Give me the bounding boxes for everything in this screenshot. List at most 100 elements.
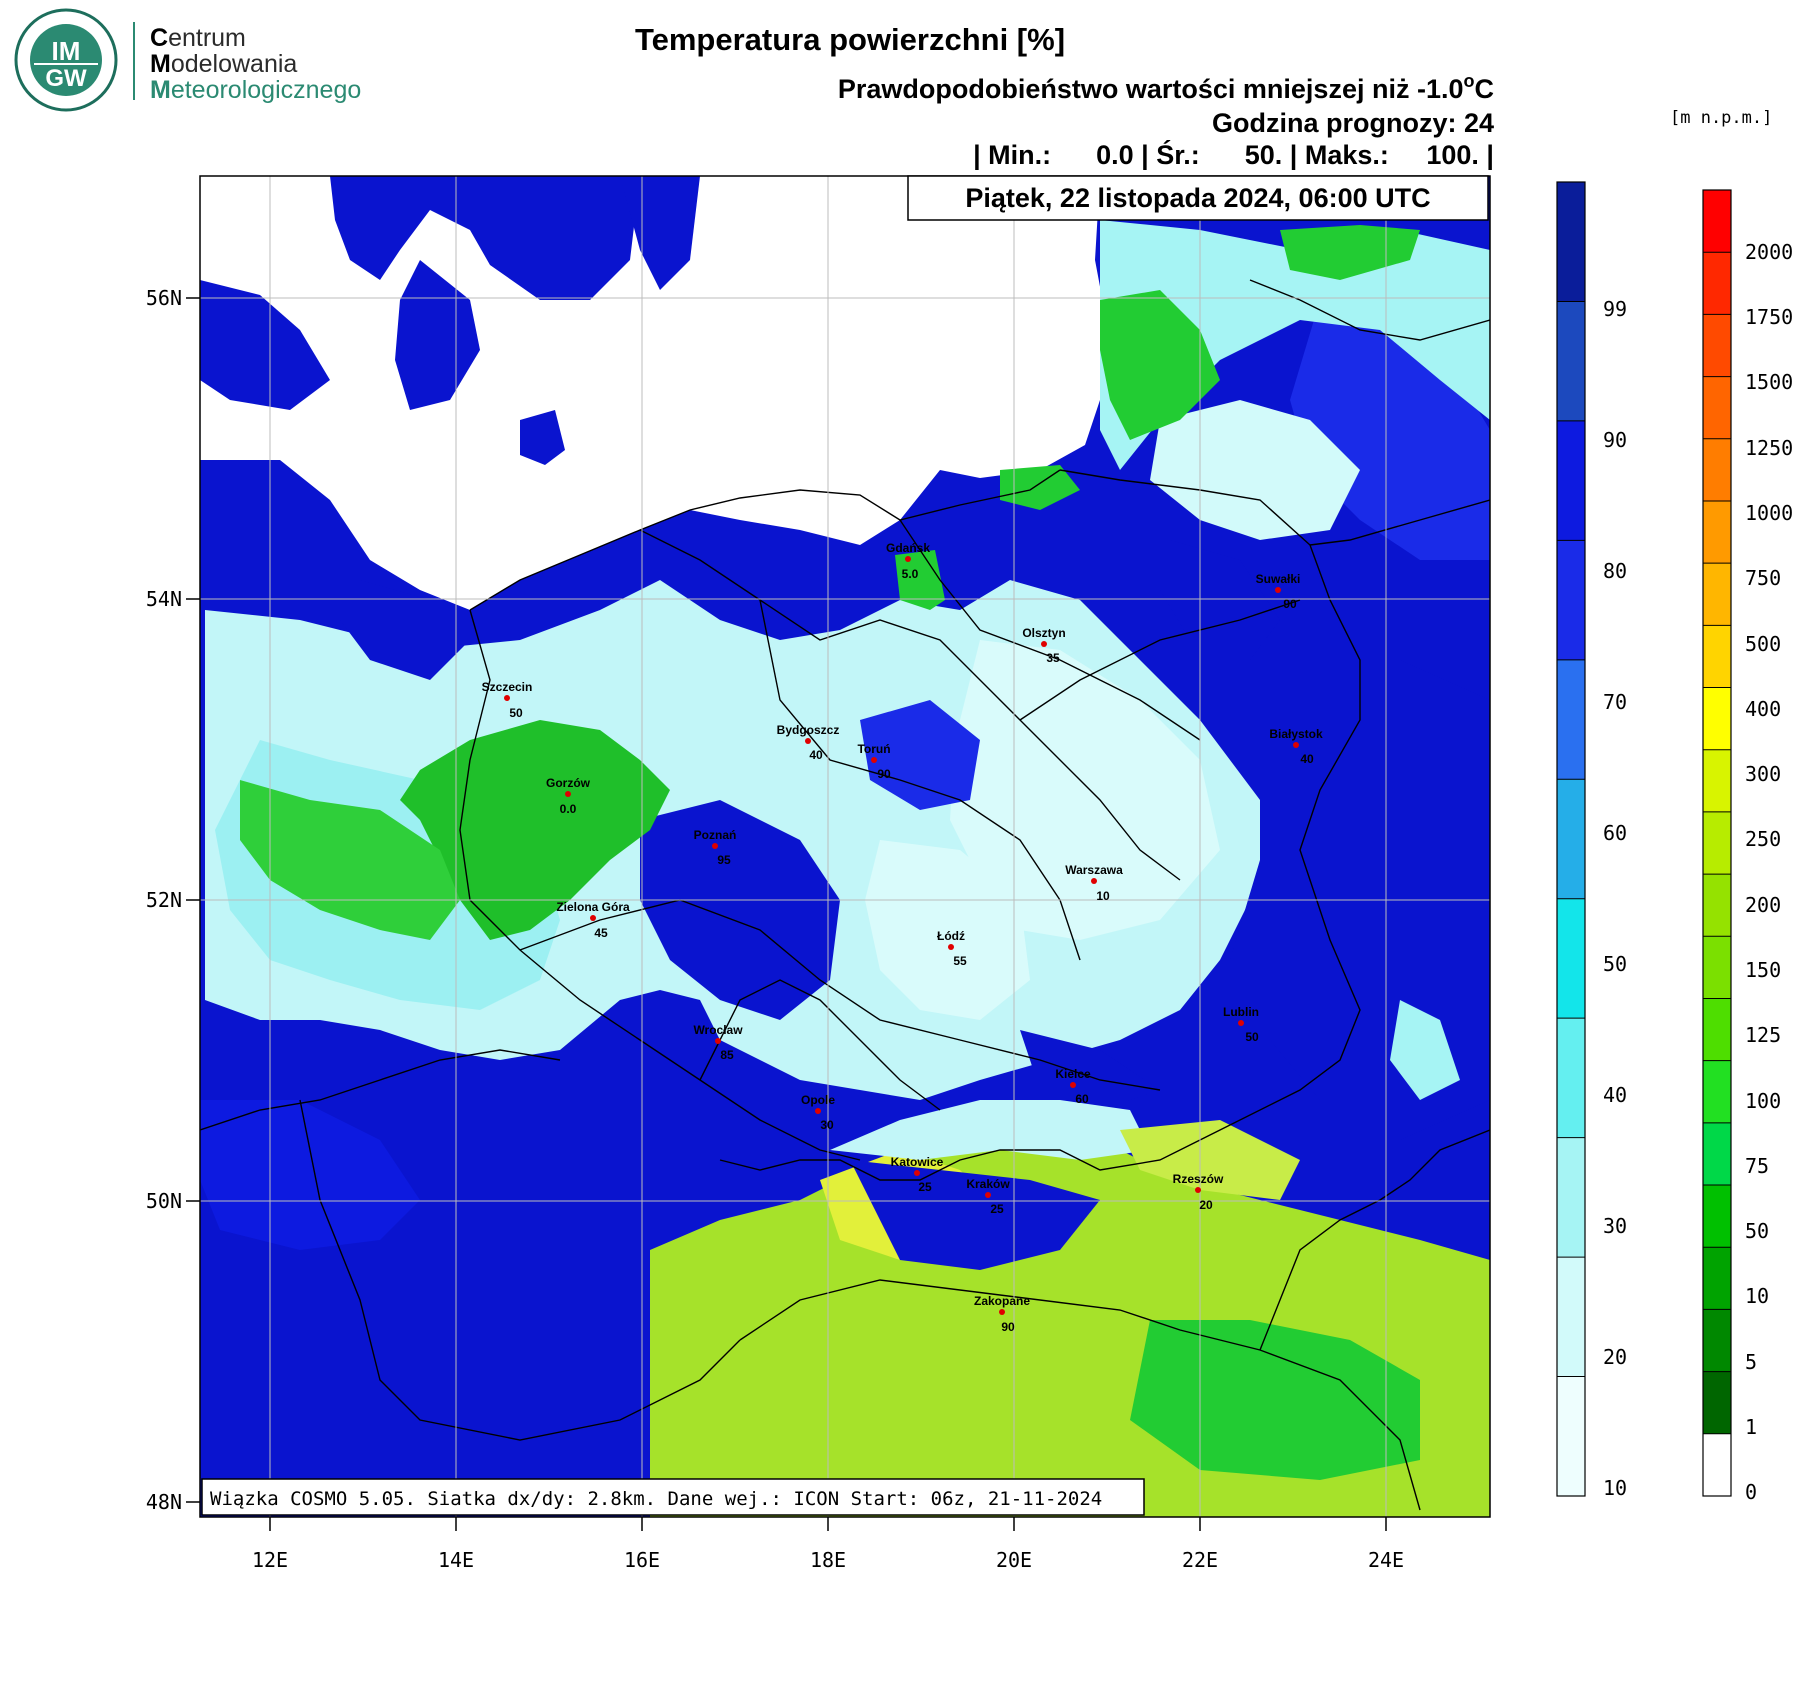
city-wroclaw: Wrocław 85: [693, 1023, 743, 1062]
elev-label: 0: [1745, 1480, 1757, 1504]
elevation-colorbar-cells: [1703, 190, 1731, 1497]
city-rzeszow: Rzeszów 20: [1173, 1172, 1224, 1212]
borders: [200, 279, 1490, 1511]
city-name: Katowice: [891, 1155, 944, 1169]
city-value: 60: [1075, 1092, 1089, 1106]
elevation-colorbar-cell: [1703, 874, 1731, 937]
lat-label: 52N: [146, 888, 182, 912]
lat-label: 56N: [146, 286, 182, 310]
prob-label: 30: [1603, 1214, 1627, 1238]
city-value: 85: [720, 1048, 734, 1062]
city-name: Suwałki: [1256, 572, 1301, 586]
city-kielce: Kielce 60: [1055, 1067, 1091, 1106]
date-box: [907, 175, 1489, 221]
city-suwalki: Suwałki 90: [1256, 572, 1301, 611]
city-name: Olsztyn: [1022, 626, 1065, 640]
city-value: 10: [1096, 889, 1110, 903]
city-name: Wrocław: [693, 1023, 743, 1037]
elev-label: 300: [1745, 762, 1781, 786]
lon-label: 12E: [252, 1548, 288, 1572]
elev-label: 500: [1745, 632, 1781, 656]
probability-colorbar-cell: [1557, 898, 1585, 1019]
lon-label: 14E: [438, 1548, 474, 1572]
probability-colorbar-cell: [1557, 182, 1585, 303]
elev-label: 400: [1745, 697, 1781, 721]
city-opole: Opole 30: [801, 1093, 835, 1132]
probability-colorbar-cell: [1557, 301, 1585, 422]
elev-label: 1500: [1745, 370, 1793, 394]
city-zielona-gora: Zielona Góra 45: [556, 900, 630, 940]
logo-line-3: Meteorologicznego: [150, 76, 361, 104]
prob-label: 60: [1603, 821, 1627, 845]
city-name: Zakopane: [974, 1294, 1030, 1308]
lon-label: 22E: [1182, 1548, 1218, 1572]
elevation-colorbar-cell: [1703, 625, 1731, 689]
probability-colorbar-cell: [1557, 779, 1585, 900]
city-olsztyn: Olsztyn 35: [1022, 626, 1065, 665]
elevation-colorbar-cell: [1703, 1122, 1731, 1186]
probability-colorbar-labels: 99 90 80 70 60 50 40 30 20 10: [1603, 297, 1627, 1500]
longitude-labels: 12E 14E 16E 18E 20E 22E 24E: [252, 1548, 1404, 1572]
elev-label: 5: [1745, 1350, 1757, 1374]
lon-label: 18E: [810, 1548, 846, 1572]
city-value: 40: [1300, 752, 1314, 766]
prob-label: 70: [1603, 690, 1627, 714]
map-frame: [199, 175, 1491, 1518]
imgw-logo: IM GW Centrum Modelowania Meteorologiczn…: [14, 8, 361, 112]
elevation-colorbar-ticks: [1703, 251, 1731, 1435]
city-value: 45: [594, 926, 608, 940]
elev-label: 125: [1745, 1023, 1781, 1047]
city-value: 0.0: [560, 802, 577, 816]
probability-colorbar-cell: [1557, 1257, 1585, 1378]
city-value: 90: [1283, 597, 1297, 611]
probability-colorbar: 99 90 80 70 60 50 40 30 20 10: [1556, 181, 1627, 1500]
elevation-colorbar-cell: [1703, 1371, 1731, 1435]
prob-label: 99: [1603, 297, 1627, 321]
lat-label: 50N: [146, 1189, 182, 1213]
city-name: Kraków: [966, 1177, 1010, 1191]
elevation-colorbar-cell: [1703, 1185, 1731, 1248]
city-bydgoszcz: Bydgoszcz 40: [777, 723, 840, 762]
elev-label: 1000: [1745, 501, 1793, 525]
probability-colorbar-cell: [1557, 1376, 1585, 1497]
city-name: Opole: [801, 1093, 835, 1107]
city-name: Kielce: [1055, 1067, 1091, 1081]
city-value: 90: [877, 767, 891, 781]
elev-label: 250: [1745, 827, 1781, 851]
elev-label: 2000: [1745, 240, 1793, 264]
city-szczecin: Szczecin 50: [482, 680, 533, 720]
city-name: Białystok: [1269, 727, 1323, 741]
elevation-colorbar-cell: [1703, 936, 1731, 1000]
probability-colorbar-frame: [1556, 181, 1586, 1497]
city-value: 55: [953, 954, 967, 968]
probability-colorbar-cell: [1557, 659, 1585, 780]
prob-label: 50: [1603, 952, 1627, 976]
model-info: Wiązka COSMO 5.05. Siatka dx/dy: 2.8km. …: [210, 1488, 1102, 1510]
city-name: Gorzów: [546, 776, 591, 790]
city-value: 30: [820, 1118, 834, 1132]
city-value: 95: [717, 853, 731, 867]
city-poznan: Poznań 95: [694, 828, 737, 867]
city-value: 5.0: [902, 567, 919, 581]
elevation-colorbar-cell: [1703, 687, 1731, 751]
city-torun: Toruń 90: [857, 742, 891, 781]
city-value: 25: [918, 1180, 932, 1194]
elevation-colorbar-cell: [1703, 1060, 1731, 1124]
city-value: 25: [990, 1202, 1004, 1216]
forecast-hour: Godzina prognozy: 24: [1212, 108, 1494, 138]
lon-label: 16E: [624, 1548, 660, 1572]
elevation-unit: [m n.p.m.]: [1670, 108, 1772, 128]
probability-subtitle: Prawdopodobieństwo wartości mniejszej ni…: [838, 71, 1494, 104]
city-name: Poznań: [694, 828, 737, 842]
elev-label: 750: [1745, 566, 1781, 590]
elevation-colorbar-cell: [1703, 376, 1731, 440]
elevation-colorbar-cell: [1703, 500, 1731, 564]
probability-colorbar-cell: [1557, 420, 1585, 541]
elev-label: 100: [1745, 1089, 1781, 1113]
graticule: [200, 176, 1490, 1517]
probability-field: [200, 176, 1490, 1517]
elevation-colorbar-labels: 2000 1750 1500 1250 1000 750 500 400 300…: [1745, 240, 1793, 1504]
elev-label: 1: [1745, 1415, 1757, 1439]
prob-label: 20: [1603, 1345, 1627, 1369]
elevation-colorbar-cell: [1703, 314, 1731, 378]
